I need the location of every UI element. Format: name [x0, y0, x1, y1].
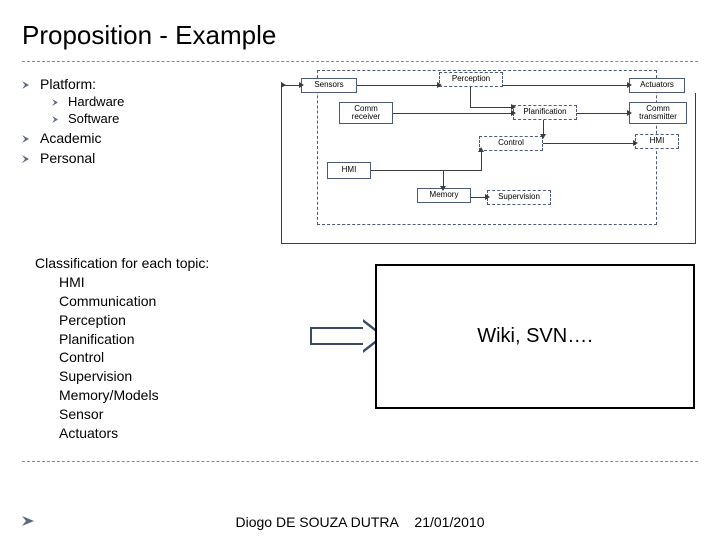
- bullet-software: Software: [52, 111, 257, 126]
- classification-item: Communication: [59, 292, 330, 311]
- classification-heading: Classification for each topic:: [35, 254, 330, 273]
- footer-date: 21/01/2010: [414, 514, 484, 530]
- box-hmi: HMI: [327, 162, 371, 179]
- classification-item: Planification: [59, 330, 330, 349]
- box-supervision: Supervision: [487, 190, 551, 205]
- classification-item: Sensor: [59, 405, 330, 424]
- box-perception: Perception: [439, 72, 503, 87]
- box-actuators: Actuators: [629, 78, 685, 93]
- classification-block: Classification for each topic: HMI Commu…: [35, 254, 330, 443]
- classification-item: Memory/Models: [59, 386, 330, 405]
- arrow-right-icon: [310, 319, 385, 353]
- box-planification: Planification: [513, 105, 577, 120]
- wiki-box: Wiki, SVN….: [375, 264, 695, 409]
- box-comm-receiver: Comm receiver: [339, 102, 393, 124]
- footer-author: Diogo DE SOUZA DUTRA: [235, 514, 398, 530]
- architecture-diagram: Sensors Perception Actuators Comm receiv…: [257, 70, 708, 250]
- slide-title: Proposition - Example: [0, 0, 720, 55]
- divider-bottom: [22, 461, 698, 462]
- lower-row: Classification for each topic: HMI Commu…: [0, 254, 720, 443]
- box-control: Control: [479, 136, 543, 151]
- classification-item: Actuators: [59, 424, 330, 443]
- box-comm-transmitter: Comm transmitter: [629, 102, 687, 124]
- classification-item: Perception: [59, 311, 330, 330]
- footer: Diogo DE SOUZA DUTRA 21/01/2010: [0, 514, 720, 530]
- body-row: Platform: Hardware Software Academic Per…: [0, 62, 720, 250]
- box-hmi-right: HMI: [635, 134, 679, 149]
- bullet-hardware: Hardware: [52, 94, 257, 109]
- bullet-list: Platform: Hardware Software Academic Per…: [22, 70, 257, 250]
- wiki-area: Wiki, SVN….: [330, 254, 698, 443]
- bullet-platform-label: Platform:: [40, 76, 96, 92]
- bullet-academic: Academic: [22, 130, 257, 146]
- classification-item: Supervision: [59, 367, 330, 386]
- classification-item: Control: [59, 348, 330, 367]
- bullet-personal: Personal: [22, 150, 257, 166]
- classification-item: HMI: [59, 273, 330, 292]
- box-sensors: Sensors: [301, 78, 357, 93]
- bullet-platform: Platform: Hardware Software: [22, 76, 257, 126]
